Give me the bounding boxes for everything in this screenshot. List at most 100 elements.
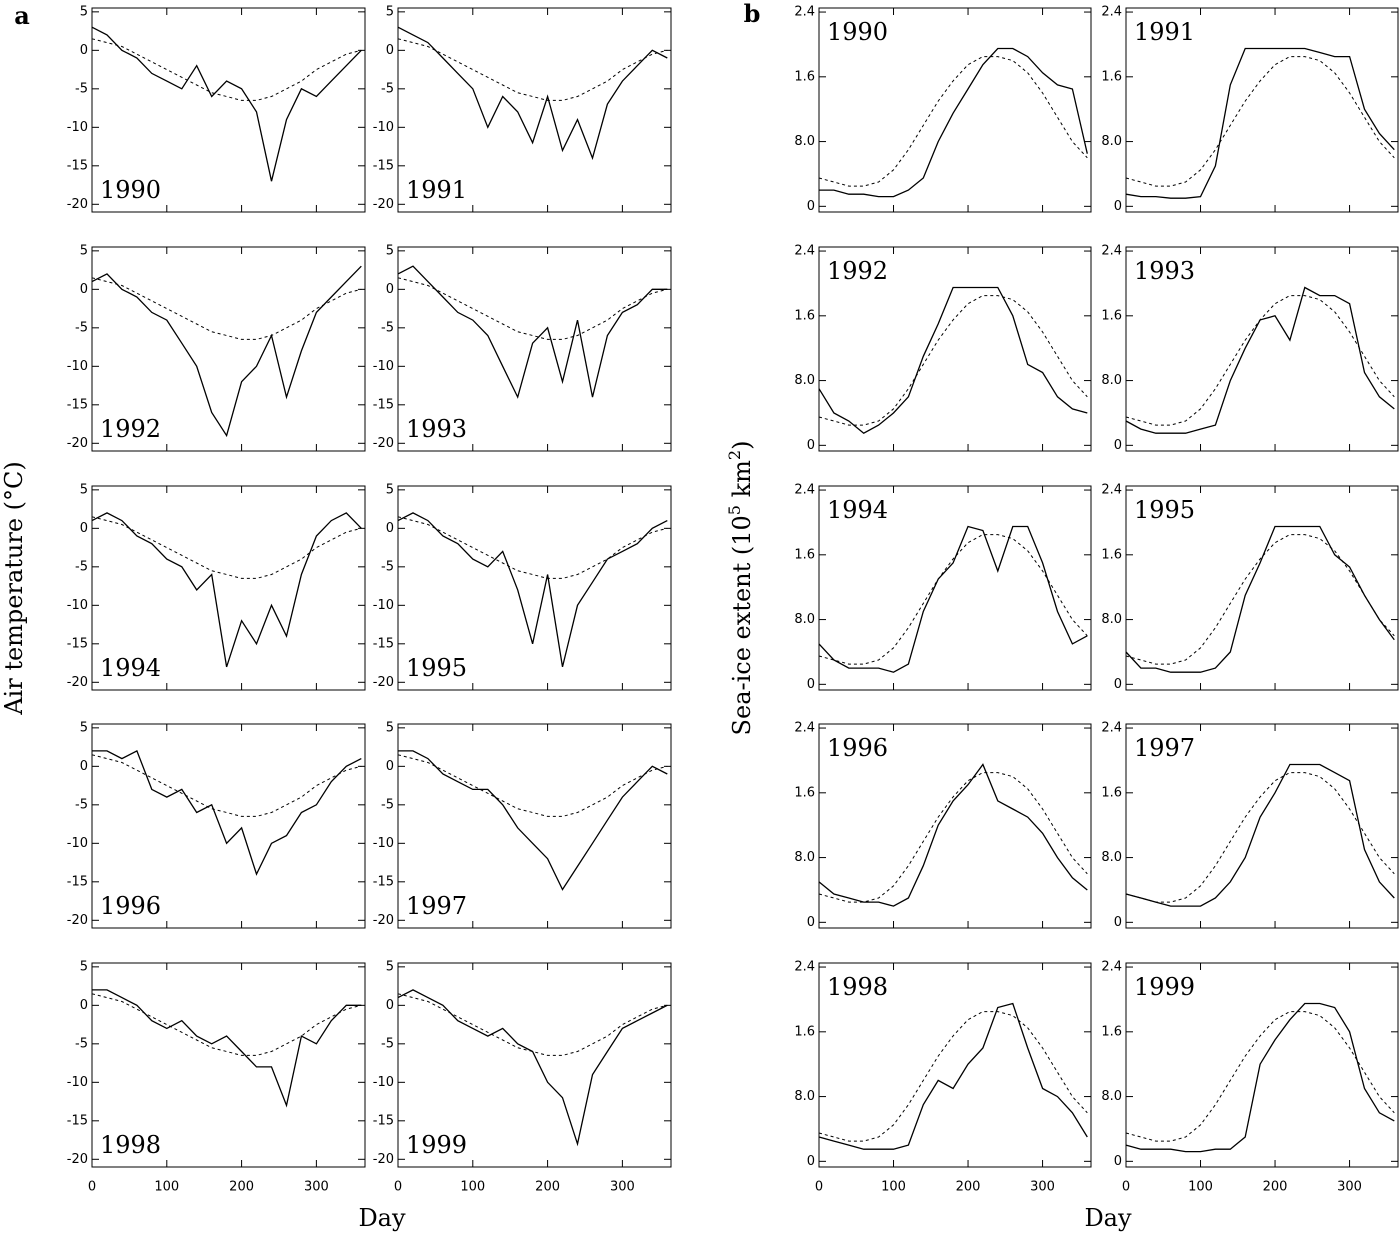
y-tick-label: 0	[807, 1154, 815, 1169]
x-tick-label: 0	[88, 1180, 96, 1195]
x-tick-label: 300	[1030, 1180, 1055, 1195]
y-axis-label-part: km	[728, 460, 756, 505]
climatology-line	[397, 38, 668, 101]
y-tick-label: 0	[386, 43, 394, 58]
y-tick-label: 5	[80, 720, 88, 735]
panel-label: a	[14, 1, 30, 30]
y-tick-label: -5	[381, 559, 394, 574]
y-tick-label: 1.6	[1101, 547, 1122, 562]
x-axis-label: Day	[1084, 1204, 1132, 1232]
data-line	[92, 749, 362, 876]
y-tick-label: 1.6	[794, 69, 815, 84]
panel-year: 1998	[827, 973, 888, 1001]
data-line	[1125, 286, 1395, 434]
x-tick-label: 300	[1337, 1180, 1362, 1195]
y-tick-label: 0	[807, 199, 815, 214]
y-tick-label: 0	[80, 998, 88, 1013]
y-tick-label: -5	[75, 797, 88, 812]
y-tick-label: 8.0	[794, 134, 815, 149]
y-tick-label: 1.6	[1101, 308, 1122, 323]
data-line	[1125, 763, 1395, 907]
y-tick-label: 5	[386, 482, 394, 497]
data-line	[91, 26, 362, 182]
y-tick-label: -20	[67, 436, 88, 451]
climatology-line	[397, 516, 668, 579]
y-tick-label: -10	[67, 598, 88, 613]
panel-year: 1995	[1134, 496, 1195, 524]
plot-frame	[1125, 723, 1399, 929]
panel-year: 1999	[406, 1131, 467, 1159]
climatology-line	[1125, 1011, 1395, 1142]
x-tick-label: 100	[154, 1180, 179, 1195]
y-axis-label: Sea-ice extent (105 km2)	[725, 441, 756, 736]
data-line	[818, 1002, 1088, 1150]
plot-frame	[91, 246, 366, 452]
plot-frame	[1125, 246, 1399, 452]
data-line	[91, 265, 362, 438]
y-tick-label: 0	[1114, 677, 1122, 692]
data-line	[92, 989, 362, 1108]
y-tick-label: -10	[373, 598, 394, 613]
y-tick-label: 5	[386, 720, 394, 735]
y-tick-label: 0	[807, 677, 815, 692]
y-tick-label: 8.0	[1101, 1089, 1122, 1104]
y-tick-label: 8.0	[794, 850, 815, 865]
plot-frame	[91, 485, 366, 691]
y-axis-label: Air temperature (°C)	[0, 461, 28, 716]
plot-frame	[1125, 485, 1399, 691]
y-tick-label: 1.6	[1101, 1024, 1122, 1039]
climatology-line	[818, 534, 1088, 665]
panel-year: 1990	[827, 18, 888, 46]
y-tick-label: 5	[386, 243, 394, 258]
plot-frame	[397, 246, 672, 452]
y-tick-label: -15	[373, 636, 394, 651]
data-line	[1125, 525, 1395, 673]
x-tick-label: 100	[1188, 1180, 1213, 1195]
x-tick-label: 0	[815, 1180, 823, 1195]
data-line	[818, 525, 1088, 673]
climatology-line	[1125, 534, 1395, 665]
data-line	[398, 750, 668, 891]
plot-frame	[818, 962, 1092, 1168]
y-tick-label: 2.4	[794, 721, 815, 736]
y-tick-label: -20	[373, 436, 394, 451]
y-tick-label: -10	[373, 1075, 394, 1090]
panel-year: 1990	[100, 176, 161, 204]
y-tick-label: -15	[67, 874, 88, 889]
plot-frame	[818, 485, 1092, 691]
y-tick-label: -20	[373, 1152, 394, 1167]
panel-year: 1994	[100, 654, 161, 682]
y-tick-label: 5	[80, 4, 88, 19]
y-tick-label: -15	[67, 1113, 88, 1128]
y-tick-label: -5	[381, 797, 394, 812]
y-tick-label: -10	[67, 836, 88, 851]
y-tick-label: 8.0	[1101, 850, 1122, 865]
y-tick-label: 0	[1114, 199, 1122, 214]
data-line	[818, 763, 1088, 907]
y-tick-label: -20	[373, 675, 394, 690]
data-line	[397, 26, 668, 161]
x-tick-label: 300	[304, 1180, 329, 1195]
panel-year: 1994	[827, 496, 888, 524]
climatology-line	[397, 754, 668, 817]
plot-frame	[397, 962, 672, 1168]
y-tick-label: 0	[386, 521, 394, 536]
y-tick-label: 2.4	[794, 483, 815, 498]
panel-year: 1999	[1134, 973, 1195, 1001]
y-tick-label: 1.6	[794, 308, 815, 323]
y-tick-label: 0	[1114, 915, 1122, 930]
panel-year: 1995	[406, 654, 467, 682]
y-tick-label: -5	[75, 559, 88, 574]
y-tick-label: -10	[373, 359, 394, 374]
y-tick-label: -15	[373, 158, 394, 173]
climatology-line	[1125, 295, 1395, 426]
data-line	[1125, 47, 1395, 199]
panel-year: 1998	[100, 1131, 161, 1159]
y-tick-label: -5	[75, 81, 88, 96]
y-tick-label: 8.0	[794, 612, 815, 627]
y-tick-label: 2.4	[1101, 5, 1122, 20]
y-tick-label: 2.4	[1101, 483, 1122, 498]
y-tick-label: 8.0	[1101, 373, 1122, 388]
